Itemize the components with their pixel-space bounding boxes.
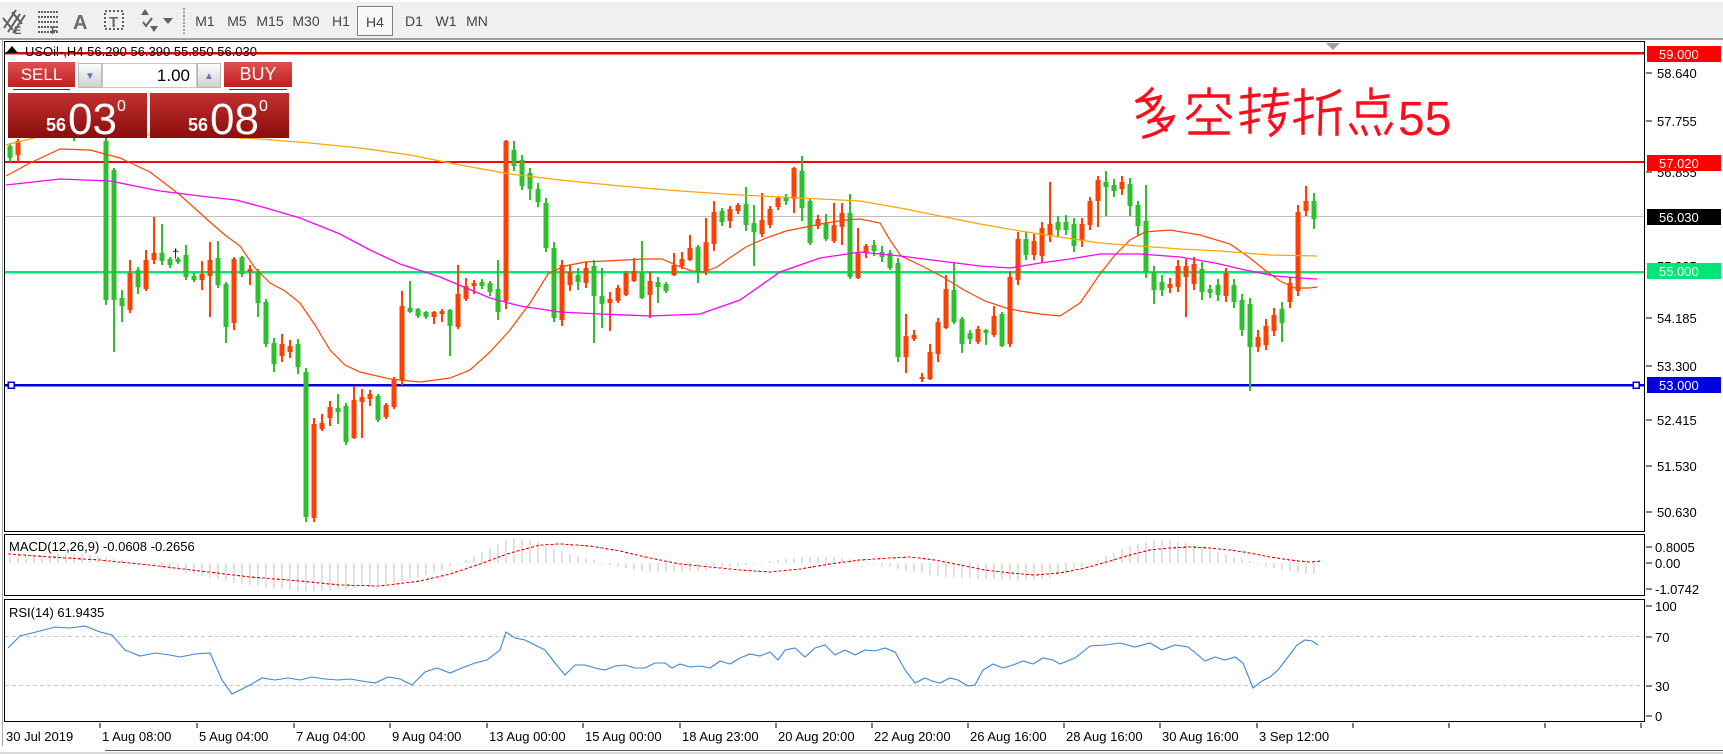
svg-text:5 Aug 04:00: 5 Aug 04:00 <box>199 729 268 744</box>
svg-text:51.530: 51.530 <box>1657 459 1697 474</box>
svg-text:58.640: 58.640 <box>1657 66 1697 81</box>
svg-text:3 Sep 12:00: 3 Sep 12:00 <box>1259 729 1329 744</box>
svg-text:57.020: 57.020 <box>1659 156 1699 171</box>
svg-text:0: 0 <box>1655 709 1662 724</box>
svg-text:30: 30 <box>1655 679 1669 694</box>
svg-text:0.00: 0.00 <box>1655 556 1680 571</box>
svg-text:30 Aug 16:00: 30 Aug 16:00 <box>1162 729 1239 744</box>
svg-text:55.000: 55.000 <box>1659 264 1699 279</box>
svg-text:54.185: 54.185 <box>1657 311 1697 326</box>
svg-text:30 Jul 2019: 30 Jul 2019 <box>6 729 73 744</box>
svg-text:55: 55 <box>1398 93 1451 146</box>
svg-text:T: T <box>109 14 118 31</box>
svg-text:9 Aug 04:00: 9 Aug 04:00 <box>392 729 461 744</box>
svg-text:†: † <box>172 246 179 261</box>
svg-text:E: E <box>14 25 21 37</box>
svg-text:70: 70 <box>1655 630 1669 645</box>
svg-text:MACD(12,26,9) -0.0608 -0.2656: MACD(12,26,9) -0.0608 -0.2656 <box>9 539 195 554</box>
svg-text:7 Aug 04:00: 7 Aug 04:00 <box>296 729 365 744</box>
svg-text:57.755: 57.755 <box>1657 114 1697 129</box>
svg-text:0.8005: 0.8005 <box>1655 540 1695 555</box>
svg-text:53.000: 53.000 <box>1659 378 1699 393</box>
svg-text:20 Aug 20:00: 20 Aug 20:00 <box>778 729 855 744</box>
svg-text:RSI(14) 61.9435: RSI(14) 61.9435 <box>9 605 104 620</box>
svg-text:22 Aug 20:00: 22 Aug 20:00 <box>874 729 951 744</box>
svg-text:56.030: 56.030 <box>1659 210 1699 225</box>
svg-text:26 Aug 16:00: 26 Aug 16:00 <box>970 729 1047 744</box>
svg-text:28 Aug 16:00: 28 Aug 16:00 <box>1066 729 1143 744</box>
svg-text:13 Aug 00:00: 13 Aug 00:00 <box>489 729 566 744</box>
svg-text:-1.0742: -1.0742 <box>1655 582 1699 597</box>
svg-text:F: F <box>51 25 58 37</box>
svg-text:53.300: 53.300 <box>1657 359 1697 374</box>
svg-text:15 Aug 00:00: 15 Aug 00:00 <box>585 729 662 744</box>
svg-text:USOil-,H4 56.290 56.390 55.85: USOil-,H4 56.290 56.390 55.850 56.030 <box>25 44 257 59</box>
svg-text:59.000: 59.000 <box>1659 47 1699 62</box>
svg-text:100: 100 <box>1655 599 1677 614</box>
svg-text:52.415: 52.415 <box>1657 413 1697 428</box>
svg-text:1 Aug 08:00: 1 Aug 08:00 <box>102 729 171 744</box>
svg-text:18 Aug 23:00: 18 Aug 23:00 <box>682 729 759 744</box>
svg-text:50.630: 50.630 <box>1657 505 1697 520</box>
svg-text:A: A <box>73 12 87 34</box>
